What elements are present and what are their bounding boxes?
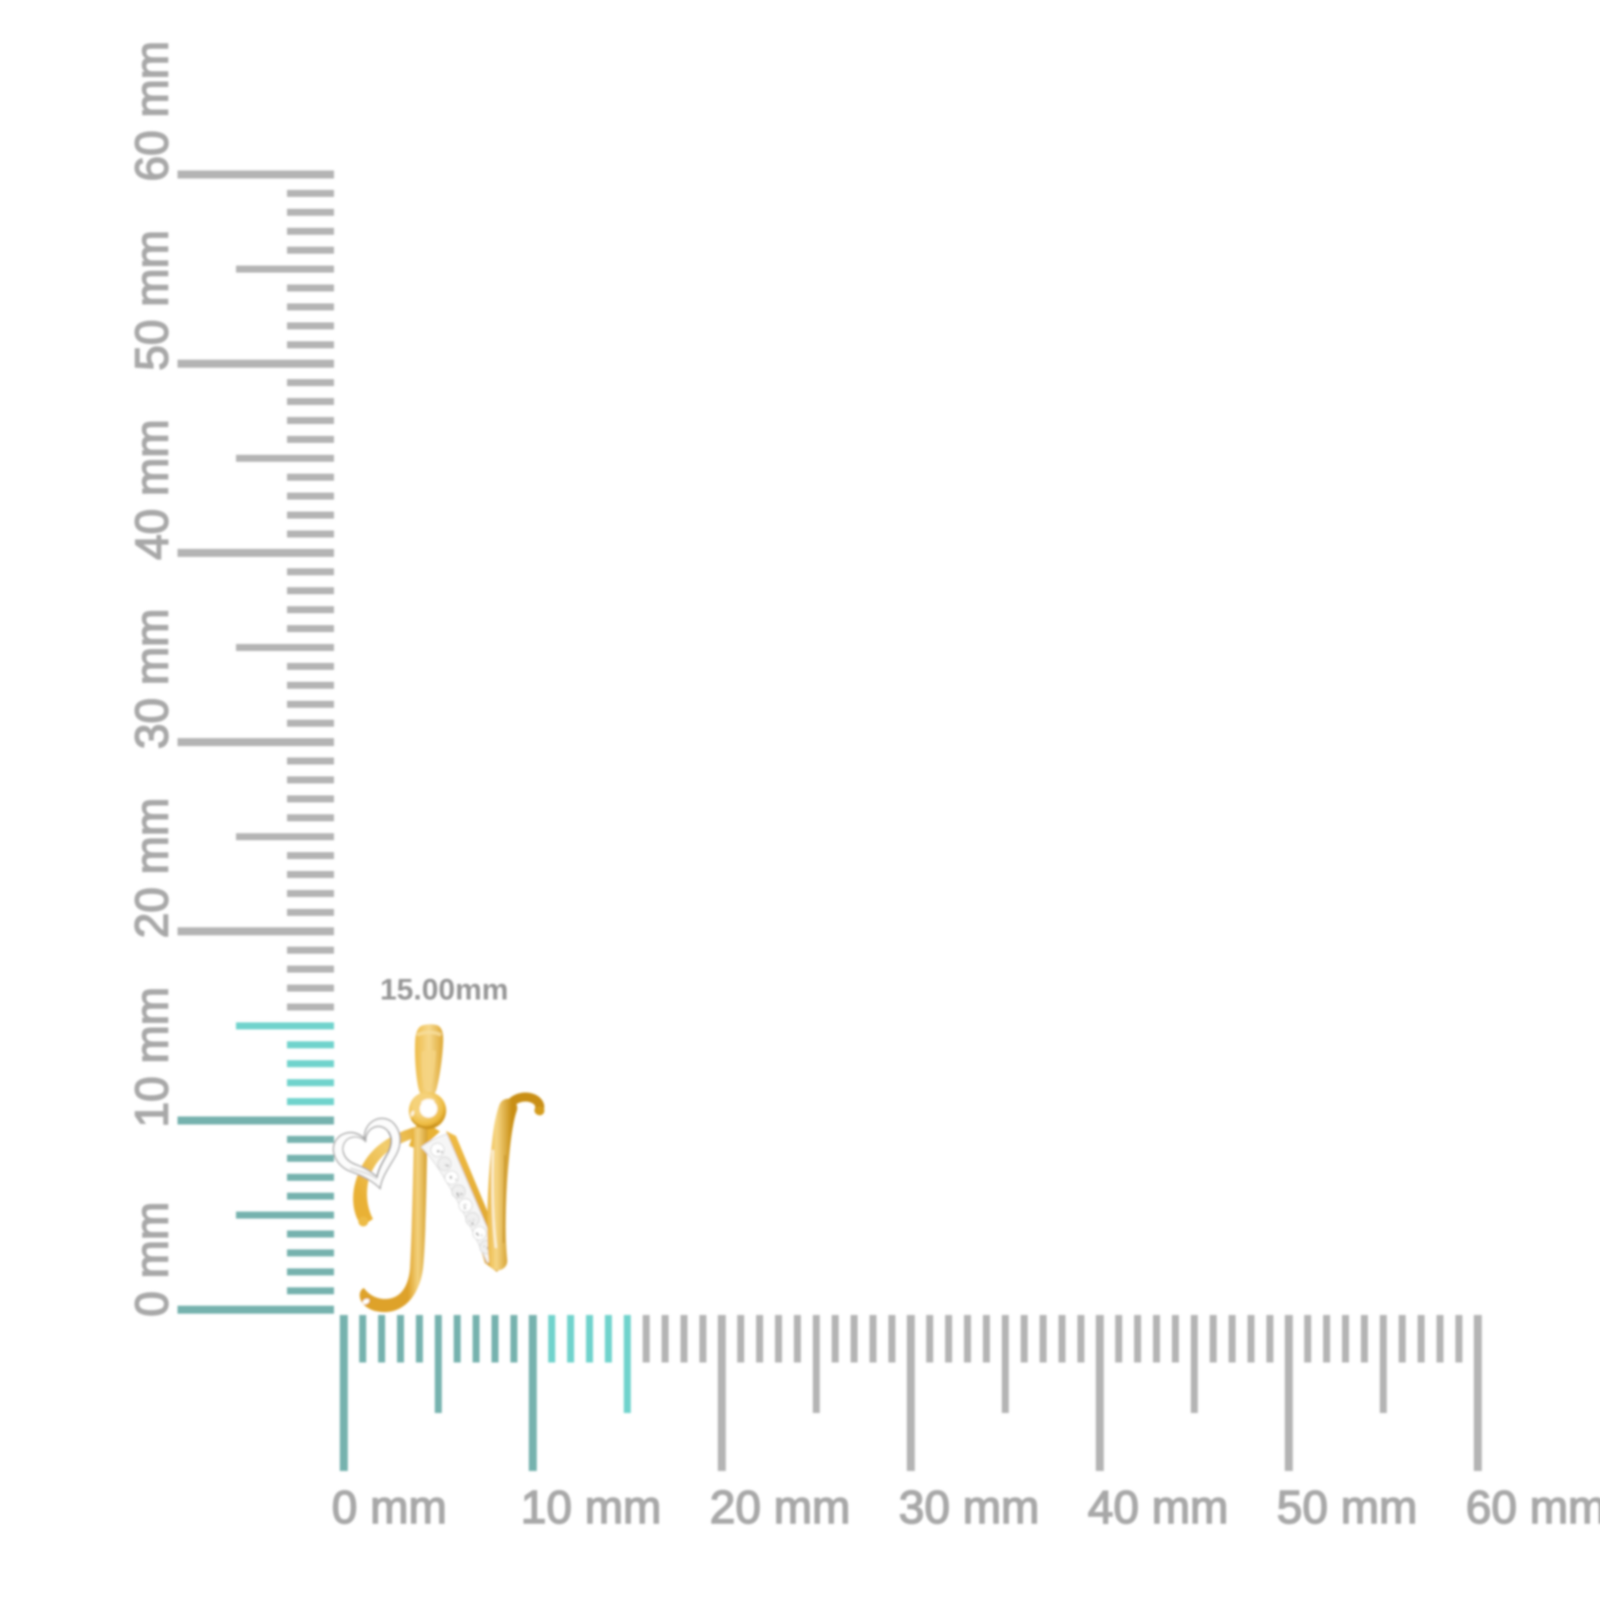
- svg-text:40 mm: 40 mm: [1088, 1481, 1229, 1533]
- svg-text:10 mm: 10 mm: [521, 1481, 662, 1533]
- svg-text:15.00mm: 15.00mm: [380, 974, 508, 1007]
- svg-text:0 mm: 0 mm: [126, 1202, 178, 1317]
- svg-text:20 mm: 20 mm: [126, 798, 178, 939]
- svg-text:30 mm: 30 mm: [126, 609, 178, 750]
- svg-text:30 mm: 30 mm: [899, 1481, 1040, 1533]
- svg-text:50 mm: 50 mm: [1277, 1481, 1418, 1533]
- svg-text:0 mm: 0 mm: [332, 1481, 447, 1533]
- svg-text:40 mm: 40 mm: [126, 419, 178, 560]
- svg-text:60 mm: 60 mm: [126, 41, 178, 182]
- svg-text:60 mm: 60 mm: [1466, 1481, 1600, 1533]
- svg-text:50 mm: 50 mm: [126, 230, 178, 371]
- svg-text:20 mm: 20 mm: [710, 1481, 851, 1533]
- svg-text:10 mm: 10 mm: [126, 987, 178, 1128]
